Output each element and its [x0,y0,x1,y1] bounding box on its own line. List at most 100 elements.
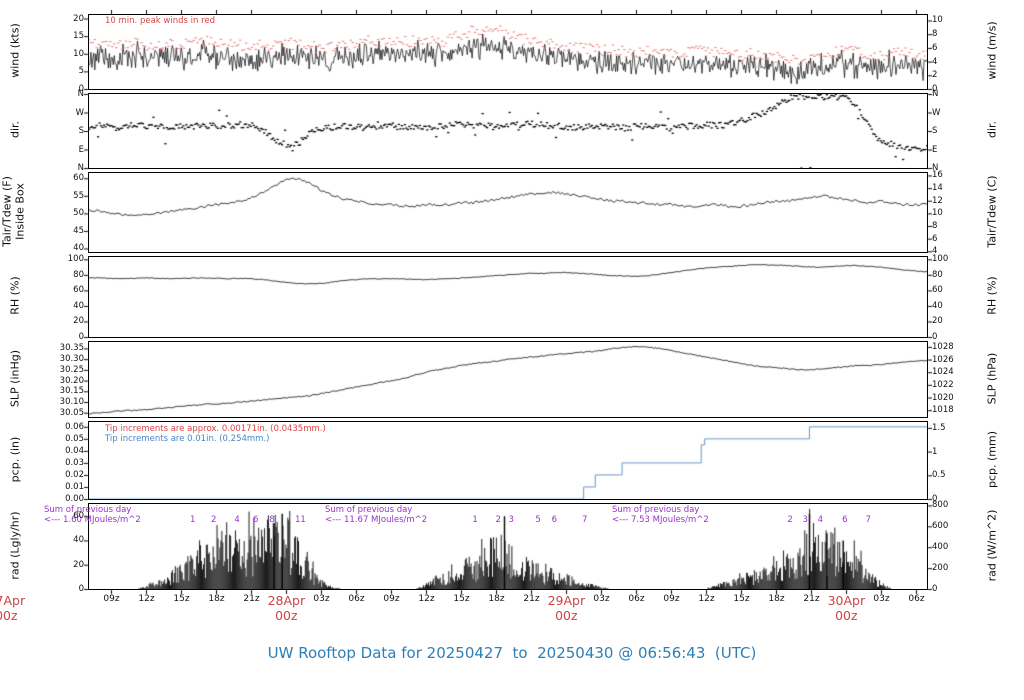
y-tick-label-right: 100 [932,254,949,265]
precipitation-plot-canvas [89,422,927,499]
x-date-label: 27Apr [0,593,26,608]
y-tick-label-left: 0 [78,584,84,594]
radiation-cumulative-marker: 2 [787,515,793,525]
x-tick-label: 06z [348,594,365,604]
y-tick-label-left: N [77,89,84,99]
precipitation-panel: Tip increments are approx. 0.00171in. (0… [88,421,928,500]
y-tick-label-right: 4 [932,56,938,67]
x-tick-label: 03z [313,594,330,604]
x-date-label: 28Apr [267,593,306,608]
y-tick-label-left: 30.20 [59,375,84,386]
y-tick-label-left: E [78,144,84,155]
y-tick-label-left: 30.35 [59,343,84,354]
radiation-cumulative-marker: 3 [802,515,808,525]
y-tick-label-left: 30.15 [59,386,84,397]
x-tick-label: 15z [733,594,750,604]
x-date-label: 29Apr [547,593,586,608]
radiation-cumulative-marker: 1 [472,515,478,525]
radiation-sum-value: <--- 1.60 MJoules/m^2 [44,515,141,525]
radiation-cumulative-marker: 1 [190,515,196,525]
y-tick-label-right: 0 [932,332,938,342]
temperature-plot-canvas [89,173,927,252]
radiation-plot-canvas [89,504,927,589]
y-tick-label-right: 6 [932,42,938,53]
tip-increment-note-blue: Tip increments are 0.01in. (0.254mm.) [105,434,270,444]
y-tick-label-right: 12 [932,195,943,206]
y-tick-label-right: 2 [932,70,938,81]
radiation-cumulative-marker: 4 [234,515,240,525]
humidity-plot-canvas [89,257,927,337]
y-tick-label-right: 16 [932,170,943,181]
x-date-time-label: 00z [275,608,298,623]
x-tick-label: 09z [663,594,680,604]
y-tick-label-left: 30.05 [59,407,84,418]
x-date-time-label: 00z [555,608,578,623]
radiation-cumulative-marker: 7 [582,515,588,525]
x-date-time-label: 00z [835,608,858,623]
y-tick-label-left: 0.02 [65,469,84,480]
y-tick-label-right: 0 [932,584,938,594]
y-tick-label-right: 40 [932,300,943,311]
y-tick-label-left: 0.06 [65,421,84,432]
radiation-sum-label: Sum of previous day [44,505,132,515]
y-tick-label-left: 0.00 [65,494,84,504]
radiation-cumulative-marker: 6 [253,515,259,525]
y-tick-label-right: N [932,163,939,173]
y-tick-label-left: 30.30 [59,354,84,365]
y-tick-label-left: 10 [73,48,84,59]
y-tick-label-left: 60 [73,285,84,296]
y-tick-label-left: 0 [78,84,84,94]
y-tick-label-left: 0.05 [65,433,84,444]
y-tick-label-left: 100 [67,254,84,265]
y-tick-label-left: 40 [73,535,84,546]
y-tick-label-left: 20 [73,316,84,327]
y-tick-label-left: W [75,107,84,118]
rad-axis-label-right: rad (W/m^2) [985,509,999,581]
y-tick-label-left: 5 [78,66,84,77]
radiation-cumulative-marker: 2 [495,515,502,525]
y-tick-label-left: 40 [73,243,84,254]
x-tick-label: 21z [803,594,820,604]
y-tick-label-right: E [932,144,938,155]
y-tick-label-left: 0.01 [65,481,84,492]
y-tick-label-right: 800 [932,500,949,511]
tip-increment-note-red: Tip increments are approx. 0.00171in. (0… [105,424,326,434]
y-tick-label-right: 14 [932,183,943,194]
y-tick-label-right: 400 [932,542,949,553]
temperature-panel [88,172,928,253]
y-tick-label-left: 50 [73,208,84,219]
radiation-cumulative-marker: 8 [269,515,275,525]
y-tick-label-right: 1026 [932,354,954,365]
radiation-sum-label: Sum of previous day [325,505,413,515]
peak-winds-note: 10 min. peak winds in red [105,16,216,26]
radiation-panel: Sum of previous day <--- 1.60 MJoules/m^… [44,503,928,590]
y-tick-label-left: 55 [73,190,84,201]
y-tick-label-left: 0.03 [65,457,84,468]
y-tick-label-right: 10 [932,15,943,26]
direction-plot-canvas [89,94,927,168]
y-tick-label-right: 1.5 [932,422,946,433]
x-date-time-label: 00z [0,608,18,623]
x-tick-label: 09z [103,594,120,604]
y-tick-label-right: 0 [932,494,938,504]
y-tick-label-left: 30.25 [59,364,84,375]
y-tick-label-right: 4 [932,246,938,257]
y-tick-label-right: 1022 [932,379,954,390]
y-tick-label-left: 60 [73,173,84,184]
y-tick-label-right: 1020 [932,392,954,403]
y-tick-label-right: 6 [932,233,938,244]
radiation-cumulative-marker: 4 [817,515,824,525]
radiation-sum-value: <--- 11.67 MJoules/m^2 [325,515,428,525]
wind-plot-canvas [89,15,927,89]
humidity-panel [88,256,928,338]
radiation-cumulative-marker: 6 [551,515,558,525]
radiation-cumulative-marker: 3 [508,515,514,525]
y-tick-label-left: 40 [73,300,84,311]
x-date-label: 30Apr [827,593,866,608]
x-tick-label: 12z [698,594,715,604]
direction-panel [88,93,928,169]
y-tick-label-left: 20 [73,13,84,24]
radiation-cumulative-marker: 2 [211,515,217,525]
y-tick-label-left: N [77,163,84,173]
radiation-cumulative-marker: 7 [865,515,871,525]
